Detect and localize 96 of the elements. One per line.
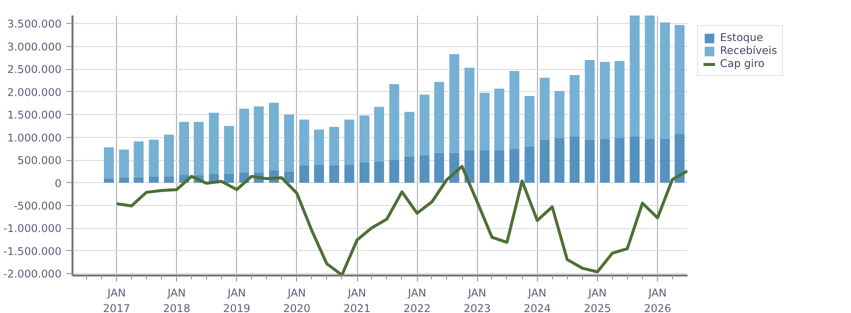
y-tick-label: 1.500.000 [7,108,62,122]
bar [540,78,550,140]
bar [449,54,460,153]
bar [299,120,310,166]
y-tick-label: 3.500.000 [7,18,62,31]
bar [584,60,595,140]
bar [644,16,655,139]
y-tick-label: -1.500.000 [3,244,62,258]
x-tick-label: JAN 2021 [343,286,371,313]
legend-label: Recebíveis [720,44,777,57]
bar [389,84,400,160]
bar [148,176,159,183]
bar [329,126,340,166]
bar [164,176,174,183]
y-tick-label: 0 [54,176,62,190]
bar [630,16,640,136]
bar [224,126,234,174]
x-tick-label: JAN 2026 [644,286,672,313]
bar [119,150,129,178]
y-tick-label: 500.000 [17,154,62,168]
bar [434,82,444,153]
bar [614,138,624,183]
bar [494,88,504,150]
bar [464,68,474,150]
bar [570,136,580,183]
bar [674,25,685,134]
bar [674,134,685,183]
bar [420,156,430,183]
bar [374,161,384,183]
bar [644,138,655,183]
bar [344,120,354,165]
bar [554,90,564,138]
bar [239,108,250,172]
bar [540,140,550,183]
bar [254,106,264,172]
bar [614,60,624,138]
bar [179,122,190,175]
bar [284,171,294,183]
legend-label: Cap giro [720,57,765,70]
bar [600,62,610,139]
x-tick-label: JAN 2017 [103,286,130,313]
bar [660,22,670,139]
bar [104,147,114,178]
x-tick-label: JAN 2020 [283,286,311,313]
bar [600,138,610,183]
bar [480,150,490,183]
bar [314,130,324,165]
bar [360,116,370,162]
x-tick-label: JAN 2025 [584,286,612,313]
bar [494,150,504,183]
bar [148,140,159,176]
bar [434,152,444,183]
bar [374,106,384,162]
bar [509,70,520,149]
bar [314,164,324,183]
y-tick-label: 3.000.000 [7,40,62,54]
bar [509,148,520,183]
bar [630,136,640,183]
bar [194,122,204,176]
x-tick-label: JAN 2023 [464,286,491,313]
bar [480,92,490,150]
bar [420,94,430,156]
bar [134,141,144,178]
bar [329,166,340,183]
bar [404,112,414,156]
line-series [115,164,688,276]
y-tick-label: 1.000.000 [7,131,62,144]
bar [134,177,144,183]
bar [360,162,370,183]
bar [660,138,670,183]
x-tick-label: JAN 2019 [223,286,251,313]
bar [584,140,595,183]
bar [224,174,234,183]
y-tick-label: -2.000.000 [3,268,62,281]
legend-label: Estoque [720,31,764,44]
x-tick-label: JAN 2022 [404,286,431,313]
y-tick-label: -500.000 [14,200,62,212]
bar [164,134,174,176]
bar [299,166,310,183]
bar [570,75,580,136]
bar [208,112,219,174]
x-tick-label: JAN 2024 [524,286,552,313]
bar [284,114,294,172]
bar [404,156,414,183]
bar [524,96,534,146]
bar [524,146,534,183]
bar [119,177,129,183]
bar [268,102,279,170]
y-tick-label: 2.000.000 [7,86,62,99]
bar [104,178,114,183]
bar [344,164,354,183]
y-tick-label: 2.500.000 [7,63,62,76]
x-tick-label: JAN 2018 [163,286,190,313]
bar [554,138,564,183]
bar [389,160,400,183]
y-tick-label: -1.000.000 [3,222,62,236]
